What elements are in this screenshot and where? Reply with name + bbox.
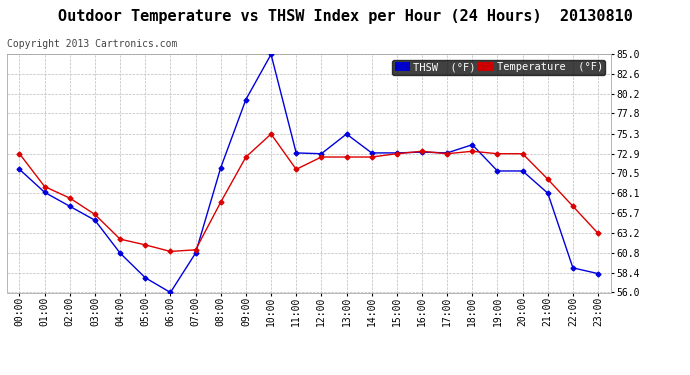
Text: Copyright 2013 Cartronics.com: Copyright 2013 Cartronics.com — [7, 39, 177, 50]
Text: Outdoor Temperature vs THSW Index per Hour (24 Hours)  20130810: Outdoor Temperature vs THSW Index per Ho… — [57, 9, 633, 24]
Legend: THSW  (°F), Temperature  (°F): THSW (°F), Temperature (°F) — [392, 60, 605, 75]
